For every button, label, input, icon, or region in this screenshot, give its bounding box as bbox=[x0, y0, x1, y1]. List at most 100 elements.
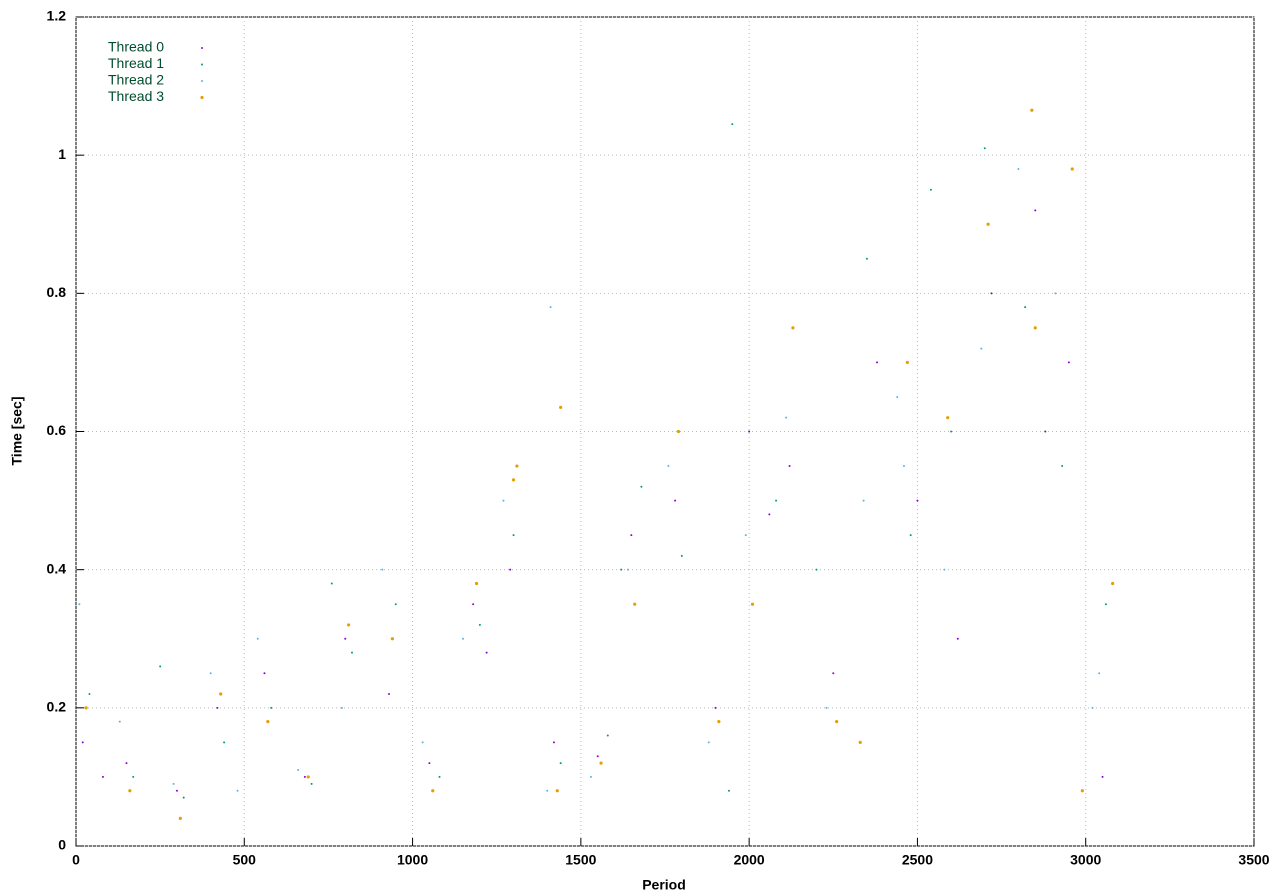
data-point bbox=[1061, 465, 1064, 468]
data-point bbox=[428, 762, 431, 765]
data-point bbox=[714, 706, 717, 709]
data-point bbox=[946, 416, 950, 420]
data-point bbox=[606, 734, 609, 737]
data-point bbox=[825, 706, 828, 709]
data-point bbox=[905, 360, 909, 365]
data-point bbox=[159, 665, 162, 668]
data-point bbox=[216, 706, 219, 709]
data-point bbox=[589, 775, 592, 778]
data-point bbox=[599, 761, 603, 765]
y-tick-label: 0.8 bbox=[47, 284, 67, 300]
data-point bbox=[1104, 603, 1107, 606]
data-point bbox=[478, 623, 481, 626]
data-point bbox=[980, 347, 983, 350]
data-point bbox=[236, 789, 239, 792]
data-point bbox=[172, 782, 175, 785]
data-point bbox=[707, 741, 710, 744]
data-point bbox=[256, 637, 259, 640]
data-point bbox=[84, 706, 88, 710]
legend-marker bbox=[201, 63, 203, 66]
data-point bbox=[876, 361, 879, 364]
data-point bbox=[744, 534, 747, 537]
data-point bbox=[916, 499, 919, 502]
data-point bbox=[78, 603, 81, 606]
legend-marker bbox=[201, 47, 203, 49]
data-point bbox=[1111, 581, 1115, 586]
data-point bbox=[1044, 430, 1047, 433]
data-point bbox=[929, 188, 932, 191]
data-point bbox=[559, 405, 563, 409]
data-point bbox=[555, 789, 559, 793]
data-point bbox=[421, 741, 424, 744]
x-tick-label: 2500 bbox=[902, 852, 933, 868]
data-point bbox=[546, 789, 549, 792]
data-point bbox=[865, 257, 868, 260]
data-point bbox=[630, 534, 633, 537]
data-point bbox=[858, 740, 862, 744]
data-point bbox=[896, 395, 899, 398]
data-point bbox=[485, 651, 488, 654]
x-axis-label: Period bbox=[642, 877, 686, 893]
data-point bbox=[472, 603, 475, 606]
data-point bbox=[620, 568, 623, 571]
data-point bbox=[1030, 108, 1034, 112]
x-tick-label: 3500 bbox=[1238, 852, 1269, 868]
data-point bbox=[175, 789, 178, 792]
data-point bbox=[1098, 672, 1101, 675]
data-point bbox=[303, 775, 306, 778]
data-point bbox=[390, 637, 394, 641]
data-point bbox=[788, 465, 791, 468]
data-point bbox=[515, 464, 519, 468]
data-point bbox=[1017, 167, 1020, 170]
data-point bbox=[81, 741, 84, 744]
data-point bbox=[1034, 209, 1037, 212]
data-point bbox=[676, 429, 681, 434]
data-point bbox=[125, 762, 128, 765]
x-tick-label: 1000 bbox=[397, 852, 428, 868]
data-point bbox=[909, 534, 912, 537]
data-point bbox=[502, 499, 505, 502]
data-point bbox=[381, 568, 384, 571]
data-point bbox=[263, 672, 266, 675]
data-point bbox=[832, 672, 835, 675]
data-point bbox=[835, 720, 839, 724]
data-point bbox=[549, 306, 552, 309]
data-point bbox=[727, 789, 730, 792]
data-point bbox=[350, 651, 353, 654]
y-axis-label: Time [sec] bbox=[9, 397, 25, 466]
x-tick-label: 500 bbox=[233, 852, 257, 868]
data-point bbox=[270, 706, 273, 709]
data-point bbox=[330, 582, 333, 585]
data-point bbox=[1080, 789, 1084, 793]
data-point bbox=[552, 741, 555, 744]
data-point bbox=[511, 478, 516, 482]
x-tick-label: 3000 bbox=[1070, 852, 1101, 868]
data-point bbox=[983, 147, 986, 150]
data-point bbox=[986, 222, 990, 226]
data-point bbox=[209, 672, 212, 675]
x-tick-label: 0 bbox=[72, 852, 80, 868]
data-point bbox=[674, 499, 677, 502]
data-point bbox=[512, 534, 515, 537]
data-point bbox=[431, 789, 435, 793]
data-point bbox=[717, 720, 721, 724]
y-tick-label: 1.2 bbox=[47, 8, 67, 24]
data-point bbox=[297, 769, 300, 772]
y-tick-label: 0 bbox=[58, 837, 66, 853]
data-point bbox=[474, 581, 479, 586]
data-point bbox=[626, 568, 629, 571]
data-point bbox=[640, 485, 643, 488]
data-point bbox=[462, 637, 465, 640]
data-point bbox=[1101, 775, 1104, 778]
data-point bbox=[943, 568, 946, 571]
data-point bbox=[347, 623, 351, 627]
data-point bbox=[266, 720, 270, 724]
legend-label: Thread 3 bbox=[108, 88, 164, 104]
data-point bbox=[388, 693, 391, 696]
data-point bbox=[680, 554, 683, 557]
data-point bbox=[785, 416, 788, 419]
data-point bbox=[394, 603, 397, 606]
legend-marker bbox=[200, 95, 204, 100]
data-point bbox=[128, 789, 132, 793]
